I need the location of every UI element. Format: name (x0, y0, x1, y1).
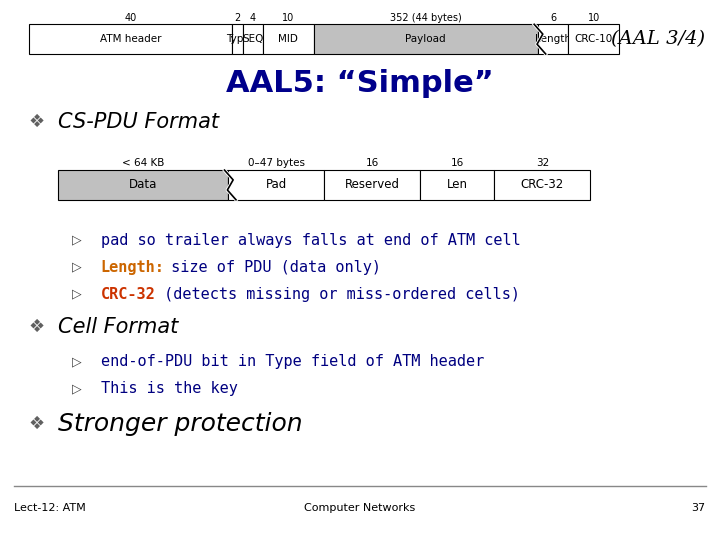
Text: ▷: ▷ (72, 234, 81, 247)
FancyBboxPatch shape (29, 24, 233, 54)
Text: Stronger protection: Stronger protection (58, 412, 302, 436)
Text: Type: Type (225, 34, 249, 44)
Text: ❖: ❖ (29, 112, 45, 131)
Text: Reserved: Reserved (344, 178, 400, 192)
Text: Length: Length (535, 34, 571, 44)
Text: SEQ: SEQ (242, 34, 264, 44)
FancyBboxPatch shape (58, 170, 228, 200)
Text: Length:: Length: (101, 260, 165, 275)
FancyBboxPatch shape (568, 24, 619, 54)
Text: 40: 40 (125, 12, 137, 23)
Text: Data: Data (129, 178, 157, 192)
Text: 16: 16 (451, 158, 464, 168)
Text: This is the key: This is the key (101, 381, 238, 396)
Text: Cell Format: Cell Format (58, 316, 178, 337)
Text: 32: 32 (536, 158, 549, 168)
Text: Len: Len (446, 178, 468, 192)
Text: (detects missing or miss-ordered cells): (detects missing or miss-ordered cells) (155, 287, 520, 302)
Text: 2: 2 (234, 12, 240, 23)
Text: 16: 16 (365, 158, 379, 168)
Text: CS-PDU Format: CS-PDU Format (58, 111, 219, 132)
Text: 37: 37 (691, 503, 706, 512)
FancyBboxPatch shape (228, 170, 324, 200)
Text: Computer Networks: Computer Networks (305, 503, 415, 512)
Text: 6: 6 (550, 12, 556, 23)
Text: 10: 10 (282, 12, 294, 23)
FancyBboxPatch shape (538, 24, 568, 54)
Text: size of PDU (data only): size of PDU (data only) (162, 260, 381, 275)
Text: 352 (44 bytes): 352 (44 bytes) (390, 12, 462, 23)
Text: Lect-12: ATM: Lect-12: ATM (14, 503, 86, 512)
Text: ▷: ▷ (72, 288, 81, 301)
Text: CRC-10: CRC-10 (575, 34, 613, 44)
Text: ATM header: ATM header (100, 34, 161, 44)
Text: MID: MID (279, 34, 298, 44)
FancyBboxPatch shape (420, 170, 495, 200)
Text: AAL5: “Simple”: AAL5: “Simple” (226, 69, 494, 98)
Text: ▷: ▷ (72, 261, 81, 274)
Text: ❖: ❖ (29, 415, 45, 433)
FancyBboxPatch shape (495, 170, 590, 200)
Text: CRC-32: CRC-32 (521, 178, 564, 192)
Text: 10: 10 (588, 12, 600, 23)
FancyBboxPatch shape (314, 24, 538, 54)
Text: 4: 4 (250, 12, 256, 23)
Text: ❖: ❖ (29, 318, 45, 336)
FancyBboxPatch shape (233, 24, 243, 54)
Text: ▷: ▷ (72, 382, 81, 395)
FancyBboxPatch shape (324, 170, 420, 200)
Text: 0–47 bytes: 0–47 bytes (248, 158, 305, 168)
Text: < 64 KB: < 64 KB (122, 158, 164, 168)
FancyBboxPatch shape (263, 24, 314, 54)
Text: (AAL 3/4): (AAL 3/4) (611, 30, 706, 48)
FancyBboxPatch shape (243, 24, 263, 54)
Text: Payload: Payload (405, 34, 446, 44)
Text: Pad: Pad (266, 178, 287, 192)
Text: CRC-32: CRC-32 (101, 287, 156, 302)
Text: pad so trailer always falls at end of ATM cell: pad so trailer always falls at end of AT… (101, 233, 521, 248)
Text: end-of-PDU bit in Type field of ATM header: end-of-PDU bit in Type field of ATM head… (101, 354, 484, 369)
Text: ▷: ▷ (72, 355, 81, 368)
